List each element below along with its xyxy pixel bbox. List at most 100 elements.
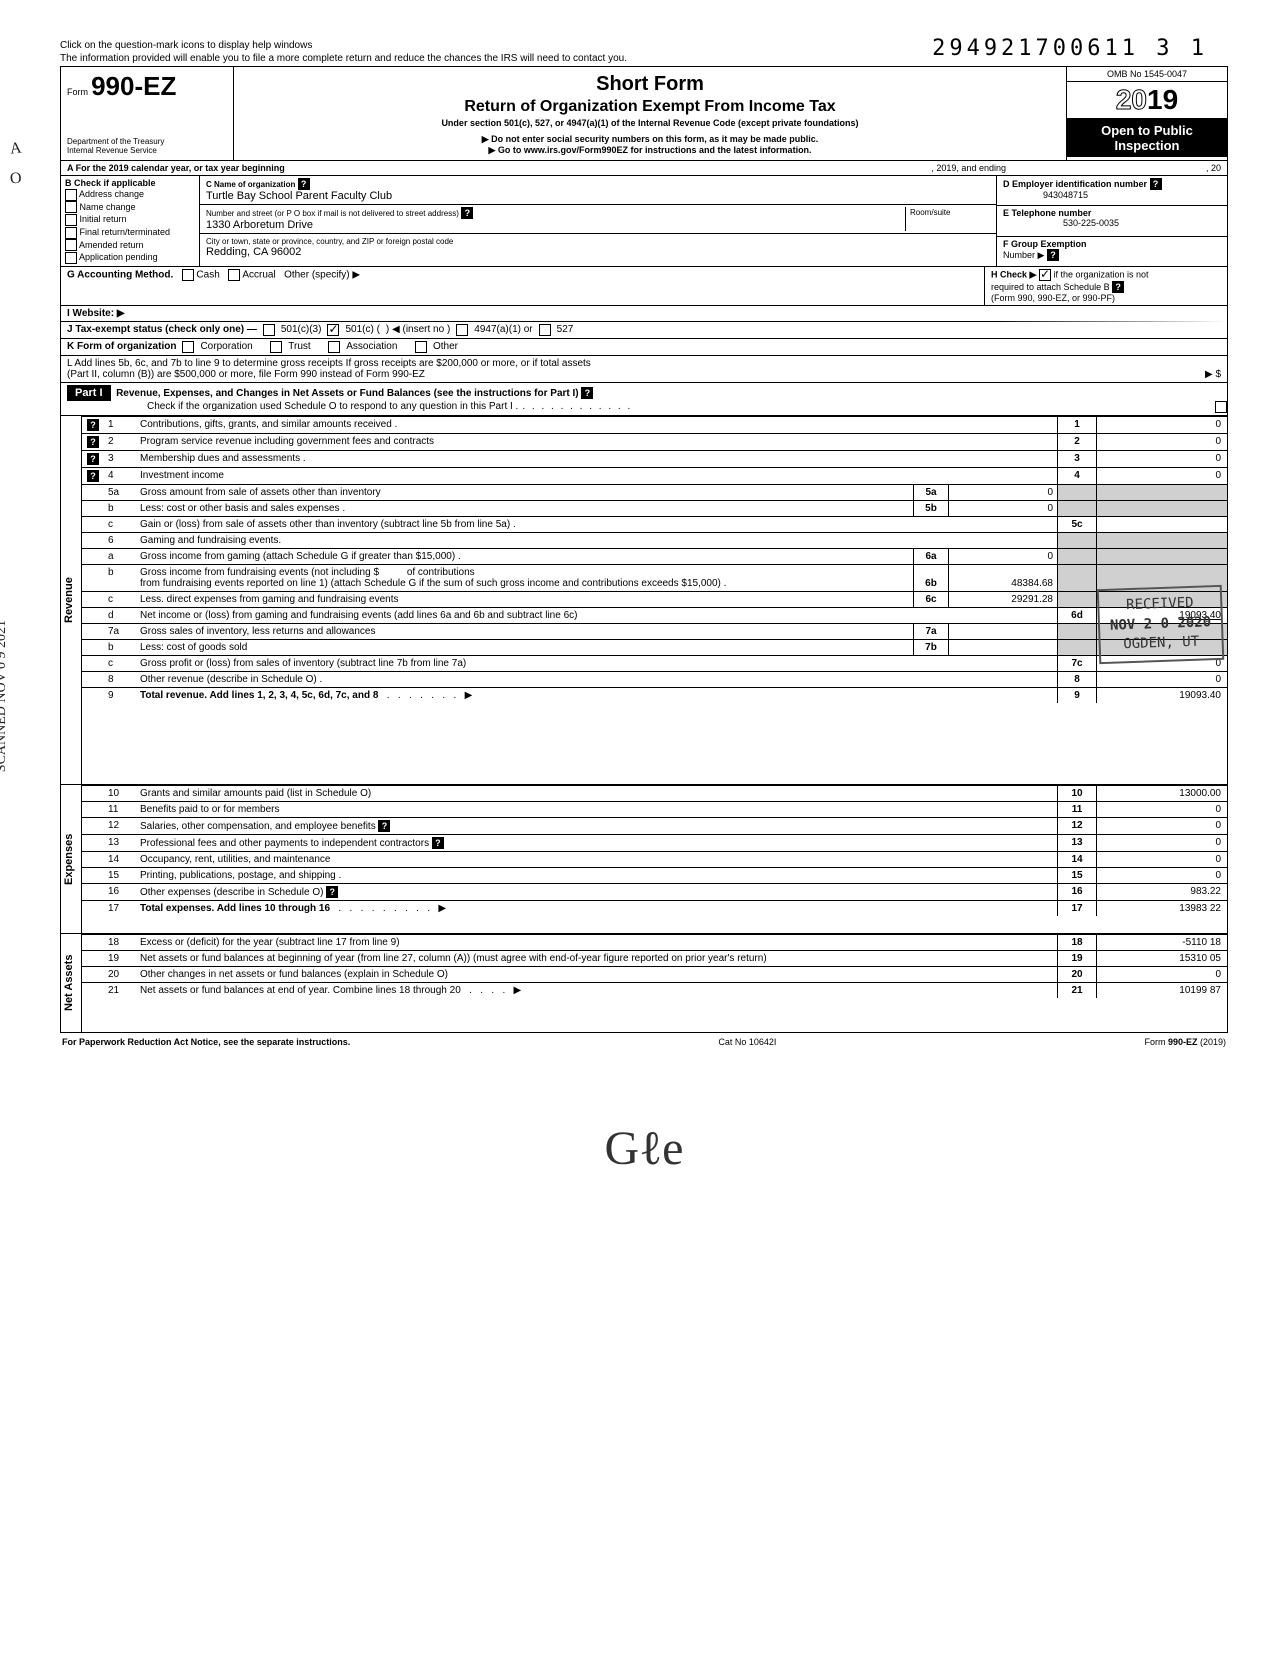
top-ocr-number: 294921700611 3 1: [932, 36, 1208, 61]
scanned-stamp: SCANNED NOV 0 9 2021: [0, 620, 10, 772]
header-left: Form 990-EZ Department of the Treasury I…: [61, 67, 234, 160]
side-expenses: Expenses: [61, 785, 82, 933]
f-number: Number ▶: [1003, 250, 1044, 260]
row-21: 21Net assets or fund balances at end of …: [82, 982, 1227, 998]
chk-cash[interactable]: [182, 269, 194, 281]
open-public: Open to Public: [1069, 123, 1225, 138]
side-netassets: Net Assets: [61, 934, 82, 1032]
help-icon[interactable]: ?: [581, 387, 593, 399]
chk-other[interactable]: [415, 341, 427, 353]
row-2: ?2Program service revenue including gove…: [82, 433, 1227, 450]
row-5b: bLess: cost or other basis and sales exp…: [82, 500, 1227, 516]
inspection: Inspection: [1069, 138, 1225, 153]
row-19: 19Net assets or fund balances at beginni…: [82, 950, 1227, 966]
row-7b: bLess: cost of goods sold7b: [82, 639, 1227, 655]
header-row: Form 990-EZ Department of the Treasury I…: [61, 67, 1227, 161]
sub3: ▶ Go to www.irs.gov/Form990EZ for instru…: [242, 145, 1058, 156]
phone-value: 530-225-0035: [1003, 218, 1119, 228]
help-icon[interactable]: ?: [87, 470, 99, 482]
chk-assoc[interactable]: [328, 341, 340, 353]
row-7a: 7aGross sales of inventory, less returns…: [82, 623, 1227, 639]
chk-address[interactable]: Address change: [65, 188, 195, 201]
row-20: 20Other changes in net assets or fund ba…: [82, 966, 1227, 982]
chk-final[interactable]: Final return/terminated: [65, 226, 195, 239]
margin-o: O: [9, 169, 22, 188]
sub1: Under section 501(c), 527, or 4947(a)(1)…: [242, 118, 1058, 128]
netassets-table: 18Excess or (deficit) for the year (subt…: [82, 934, 1227, 998]
help-icon[interactable]: ?: [298, 178, 310, 190]
footer-right: Form 990-EZ (2019): [1144, 1037, 1226, 1047]
ein-value: 943048715: [1003, 190, 1088, 200]
row-1: ?1Contributions, gifts, grants, and simi…: [82, 416, 1227, 433]
chk-initial[interactable]: Initial return: [65, 213, 195, 226]
dept-irs: Internal Revenue Service: [67, 147, 227, 156]
row-15: 15Printing, publications, postage, and s…: [82, 867, 1227, 883]
row-6d: dNet income or (loss) from gaming and fu…: [82, 607, 1227, 623]
chk-pending[interactable]: Application pending: [65, 251, 195, 264]
line-a-suffix: , 20: [1206, 163, 1221, 173]
chk-527[interactable]: [539, 324, 551, 336]
b-label: B Check if applicable: [65, 178, 195, 188]
row-5c: cGain or (loss) from sale of assets othe…: [82, 516, 1227, 532]
help-icon[interactable]: ?: [87, 419, 99, 431]
sub2: ▶ Do not enter social security numbers o…: [242, 134, 1058, 145]
line-a-prefix: A For the 2019 calendar year, or tax yea…: [67, 163, 285, 173]
part1-check-line: Check if the organization used Schedule …: [147, 401, 518, 412]
chk-accrual[interactable]: [228, 269, 240, 281]
line-j: J Tax-exempt status (check only one) — 5…: [61, 322, 1227, 339]
row-18: 18Excess or (deficit) for the year (subt…: [82, 934, 1227, 950]
help-icon[interactable]: ?: [1112, 281, 1124, 293]
header-center: Short Form Return of Organization Exempt…: [234, 67, 1067, 160]
help-icon[interactable]: ?: [1047, 249, 1059, 261]
row-6a: aGross income from gaming (attach Schedu…: [82, 548, 1227, 564]
short-form-title: Short Form: [242, 73, 1058, 96]
received-stamp: RECEIVED NOV 2 0 2020 OGDEN, UT: [1097, 585, 1225, 664]
chk-schedule-o[interactable]: [1215, 401, 1227, 413]
col-c: C Name of organization ? Turtle Bay Scho…: [200, 176, 997, 266]
chk-amended[interactable]: Amended return: [65, 239, 195, 252]
side-revenue: Revenue: [61, 416, 82, 784]
line-l: L Add lines 5b, 6c, and 7b to line 9 to …: [61, 356, 1227, 383]
chk-corp[interactable]: [182, 341, 194, 353]
help-icon[interactable]: ?: [432, 837, 444, 849]
footer-mid: Cat No 10642I: [718, 1037, 776, 1047]
revenue-table: ?1Contributions, gifts, grants, and simi…: [82, 416, 1227, 703]
main-title: Return of Organization Exempt From Incom…: [242, 98, 1058, 116]
help-icon[interactable]: ?: [326, 886, 338, 898]
help-icon[interactable]: ?: [378, 820, 390, 832]
chk-trust[interactable]: [270, 341, 282, 353]
chk-501c3[interactable]: [263, 324, 275, 336]
help-icon[interactable]: ?: [461, 207, 473, 219]
omb-number: OMB No 1545-0047: [1067, 67, 1227, 82]
city-value: Redding, CA 96002: [206, 246, 301, 258]
section-bc: B Check if applicable Address change Nam…: [61, 176, 1227, 267]
line-a-mid: , 2019, and ending: [931, 163, 1006, 173]
row-8: 8Other revenue (describe in Schedule O) …: [82, 671, 1227, 687]
row-16: 16Other expenses (describe in Schedule O…: [82, 883, 1227, 900]
addr-value: 1330 Arboretum Drive: [206, 219, 313, 231]
part1-header-row: Part I Revenue, Expenses, and Changes in…: [61, 383, 1227, 416]
chk-4947[interactable]: [456, 324, 468, 336]
chk-h[interactable]: [1039, 269, 1051, 281]
chk-name[interactable]: Name change: [65, 201, 195, 214]
expenses-table: 10Grants and similar amounts paid (list …: [82, 785, 1227, 916]
row-7c: cGross profit or (loss) from sales of in…: [82, 655, 1227, 671]
row-6: 6Gaming and fundraising events.: [82, 532, 1227, 548]
c-label: C Name of organization ?: [206, 180, 310, 189]
tax-year: 20201919: [1067, 82, 1227, 119]
row-12: 12Salaries, other compensation, and empl…: [82, 817, 1227, 834]
form-number: 990-EZ: [91, 71, 176, 101]
e-label: E Telephone number: [1003, 208, 1091, 218]
row-6b: bGross income from fundraising events (n…: [82, 564, 1227, 591]
addr-label: Number and street (or P O box if mail is…: [206, 209, 459, 218]
help-icon[interactable]: ?: [1150, 178, 1162, 190]
help-icon[interactable]: ?: [87, 436, 99, 448]
row-9: 9Total revenue. Add lines 1, 2, 3, 4, 5c…: [82, 687, 1227, 703]
room-label: Room/suite: [910, 208, 950, 217]
part1-label: Part I: [67, 385, 111, 401]
line-h: H Check ▶ if the organization is not req…: [985, 267, 1227, 305]
d-label: D Employer identification number: [1003, 179, 1147, 189]
help-icon[interactable]: ?: [87, 453, 99, 465]
chk-501c[interactable]: [327, 324, 339, 336]
signature: Gℓe: [60, 1121, 1228, 1176]
